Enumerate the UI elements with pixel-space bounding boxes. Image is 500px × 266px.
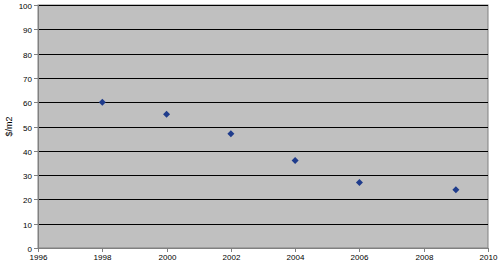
data-point bbox=[452, 186, 459, 193]
y-tick-label: 10 bbox=[23, 221, 32, 230]
y-tick-label: 30 bbox=[23, 172, 32, 181]
x-tick-label: 2006 bbox=[351, 253, 369, 262]
x-tick bbox=[359, 248, 360, 252]
y-tick-label: 80 bbox=[23, 51, 32, 60]
plot-area bbox=[38, 5, 488, 248]
x-tick-label: 2002 bbox=[223, 253, 241, 262]
y-axis-label: $/m2 bbox=[4, 116, 14, 136]
points bbox=[99, 99, 460, 193]
x-tick-label: 2008 bbox=[416, 253, 434, 262]
chart-container: 0102030405060708090100199619982000200220… bbox=[0, 0, 500, 266]
grid-line bbox=[38, 224, 488, 225]
x-tick-label: 2004 bbox=[287, 253, 305, 262]
x-axis bbox=[38, 248, 488, 249]
data-point bbox=[163, 111, 170, 118]
y-tick bbox=[34, 127, 38, 128]
data-point bbox=[227, 130, 234, 137]
grid-line bbox=[38, 54, 488, 55]
y-tick-label: 20 bbox=[23, 196, 32, 205]
data-point bbox=[99, 99, 106, 106]
x-tick-label: 1996 bbox=[30, 253, 48, 262]
data-point bbox=[292, 157, 299, 164]
grid-line bbox=[38, 29, 488, 30]
grid-line bbox=[38, 5, 488, 6]
y-tick-label: 40 bbox=[23, 148, 32, 157]
y-tick bbox=[34, 224, 38, 225]
grid-line bbox=[38, 199, 488, 200]
y-tick bbox=[34, 151, 38, 152]
grid-line bbox=[38, 248, 488, 249]
y-axis bbox=[38, 5, 39, 248]
y-tick bbox=[34, 54, 38, 55]
x-tick bbox=[231, 248, 232, 252]
y-tick-label: 90 bbox=[23, 26, 32, 35]
y-tick bbox=[34, 102, 38, 103]
grid-line bbox=[38, 78, 488, 79]
y-tick bbox=[34, 78, 38, 79]
y-tick-label: 70 bbox=[23, 75, 32, 84]
x-tick bbox=[488, 248, 489, 252]
x-tick bbox=[295, 248, 296, 252]
x-tick-label: 1998 bbox=[94, 253, 112, 262]
y-tick bbox=[34, 248, 38, 249]
y-tick bbox=[34, 29, 38, 30]
x-tick-label: 2000 bbox=[159, 253, 177, 262]
x-tick-label: 2010 bbox=[480, 253, 498, 262]
y-tick-label: 60 bbox=[23, 99, 32, 108]
x-tick bbox=[38, 248, 39, 252]
y-tick-label: 50 bbox=[23, 124, 32, 133]
grid-line bbox=[38, 151, 488, 152]
chart-svg: 0102030405060708090100199619982000200220… bbox=[0, 0, 500, 266]
grid-line bbox=[38, 127, 488, 128]
x-tick bbox=[167, 248, 168, 252]
y-tick bbox=[34, 199, 38, 200]
y-tick bbox=[34, 175, 38, 176]
data-point bbox=[356, 179, 363, 186]
y-tick bbox=[34, 5, 38, 6]
x-tick bbox=[424, 248, 425, 252]
y-tick-label: 100 bbox=[19, 2, 33, 11]
grid-line bbox=[38, 175, 488, 176]
x-tick bbox=[102, 248, 103, 252]
